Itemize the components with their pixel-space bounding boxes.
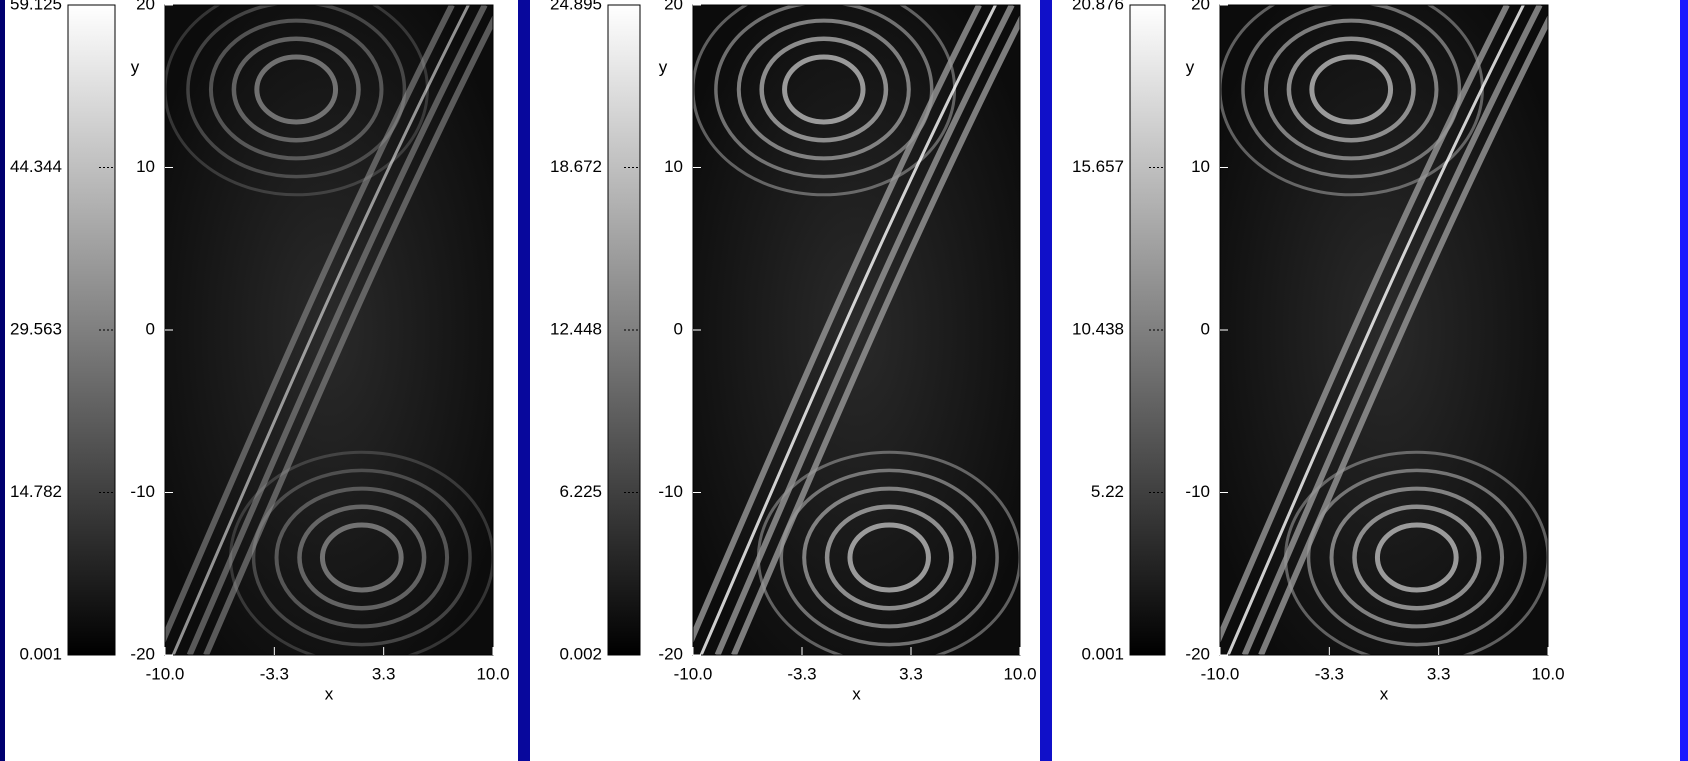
y-tick-label: -20 [130, 644, 155, 663]
vortex-ring [779, 468, 999, 647]
shear-band [731, 14, 1020, 655]
x-tick-label: 10.0 [476, 664, 509, 683]
vortex-ring [824, 504, 954, 611]
y-tick-label: -10 [130, 482, 155, 501]
heatmap-image [1220, 5, 1548, 655]
shear-band [1220, 5, 1510, 644]
y-tick-label: -20 [658, 644, 683, 663]
y-tick-label: 10 [1191, 157, 1210, 176]
vortex-ring [1286, 36, 1416, 143]
y-tick-label: -20 [1185, 644, 1210, 663]
x-tick-label: 10.0 [1531, 664, 1564, 683]
y-tick-label: -10 [658, 482, 683, 501]
heatmap-image [693, 5, 1020, 655]
vortex-ring [254, 54, 339, 125]
x-tick-label: 3.3 [372, 664, 396, 683]
shear-band [165, 5, 455, 644]
vortex-ring [802, 486, 977, 629]
colorbar-tick-label: 29.563 [10, 319, 62, 338]
vortex-ring [1352, 504, 1482, 611]
y-tick-label: 10 [664, 157, 683, 176]
y-axis-label: y [659, 57, 668, 76]
x-tick-label: -10.0 [674, 664, 713, 683]
colorbar-tick-label: 20.876 [1072, 0, 1124, 13]
y-tick-label: 20 [1191, 0, 1210, 13]
shear-band [203, 14, 493, 655]
colorbar-tick-label: 10.438 [1072, 319, 1124, 338]
colorbar-tick-label: 5.22 [1091, 482, 1124, 501]
shear-band [693, 5, 982, 644]
x-tick-label: -3.3 [260, 664, 289, 683]
heatmap-image [165, 5, 493, 655]
shear-band [714, 5, 1015, 655]
x-tick-label: -10.0 [1201, 664, 1240, 683]
vortex-ring [1241, 5, 1462, 179]
x-tick-label: -3.3 [787, 664, 816, 683]
y-axis-label: y [1186, 57, 1195, 76]
vortex-ring [1306, 468, 1527, 647]
colorbar-tick-label: 15.657 [1072, 157, 1124, 176]
y-tick-label: -10 [1185, 482, 1210, 501]
vortex-ring [231, 36, 361, 143]
vortex-ring [274, 486, 450, 629]
shear-band [699, 5, 997, 655]
vortex-ring [759, 36, 889, 143]
vortex-ring [186, 5, 407, 179]
vortex-ring [1263, 18, 1439, 161]
shear-band [1258, 14, 1548, 655]
vortex-ring [1329, 486, 1505, 629]
shear-band [171, 5, 470, 655]
x-tick-label: 3.3 [899, 664, 923, 683]
y-tick-label: 10 [136, 157, 155, 176]
shear-band [1241, 5, 1543, 655]
vortex-ring [319, 522, 404, 593]
vortex-ring [782, 54, 866, 125]
vortex-ring [1309, 54, 1394, 125]
colorbar-tick-label: 14.782 [10, 482, 62, 501]
colorbar-tick-label: 0.002 [559, 644, 602, 663]
vortex-ring [1374, 522, 1459, 593]
vortex-ring [208, 18, 384, 161]
x-tick-label: -3.3 [1315, 664, 1344, 683]
x-axis-label: x [852, 684, 861, 703]
colorbar-tick-label: 59.125 [10, 0, 62, 13]
x-tick-label: 3.3 [1427, 664, 1451, 683]
vortex-ring [297, 504, 427, 611]
colorbar-tick-label: 6.225 [559, 482, 602, 501]
x-axis-label: x [1380, 684, 1389, 703]
y-tick-label: 0 [674, 319, 683, 338]
x-tick-label: -10.0 [146, 664, 185, 683]
shear-band [1226, 5, 1525, 655]
y-axis-label: y [131, 57, 140, 76]
y-tick-label: 20 [136, 0, 155, 13]
y-tick-label: 20 [664, 0, 683, 13]
vortex-ring [714, 5, 934, 179]
shear-band [186, 5, 488, 655]
x-axis-label: x [325, 684, 334, 703]
y-tick-label: 0 [146, 319, 155, 338]
vortex-ring [736, 18, 911, 161]
vortex-ring [847, 522, 931, 593]
colorbar-tick-label: 0.001 [19, 644, 62, 663]
x-tick-label: 10.0 [1003, 664, 1036, 683]
colorbar-tick-label: 44.344 [10, 157, 62, 176]
colorbar-tick-label: 12.448 [550, 319, 602, 338]
colorbar-tick-label: 24.895 [550, 0, 602, 13]
colorbar-tick-label: 18.672 [550, 157, 602, 176]
vortex-ring [251, 468, 472, 647]
colorbar [1129, 4, 1166, 656]
y-tick-label: 0 [1201, 319, 1210, 338]
colorbar-tick-label: 0.001 [1081, 644, 1124, 663]
